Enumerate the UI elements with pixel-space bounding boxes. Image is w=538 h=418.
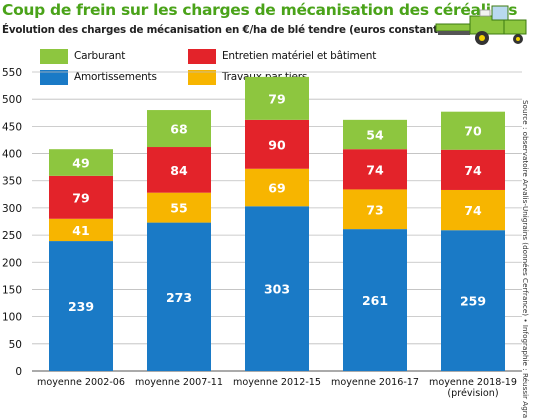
data-label: 303	[264, 282, 290, 297]
legend-swatch-carburant	[40, 48, 68, 64]
bar-segment-travaux	[49, 218, 113, 242]
bar-segment-travaux	[147, 192, 211, 223]
data-label: 84	[170, 163, 188, 178]
legend-swatch-entretien	[188, 48, 216, 64]
legend-label-entretien: Entretien matériel et bâtiment	[222, 50, 377, 62]
y-tick-label: 500	[2, 94, 22, 106]
bar-segment-entretien	[49, 175, 113, 219]
data-label: 74	[464, 203, 482, 218]
source-credit: Source : observatoire Arvalis-Unigrains …	[521, 100, 530, 418]
data-label: 70	[464, 124, 482, 139]
bar-segment-amortissements	[441, 230, 505, 371]
y-tick-label: 450	[2, 121, 22, 133]
data-label: 90	[268, 137, 286, 152]
bar-segment-entretien	[147, 147, 211, 193]
y-tick-label: 250	[2, 230, 22, 242]
data-label: 69	[268, 181, 285, 196]
x-tick-label: moyenne 2018-19	[429, 377, 517, 388]
data-label: 74	[464, 163, 482, 178]
legend-label-amortissements: Amortissements	[74, 71, 157, 83]
x-tick-label: moyenne 2012-15	[233, 377, 321, 388]
bar-segment-carburant	[147, 110, 211, 148]
chart-title: Coup de frein sur les charges de mécanis…	[2, 1, 518, 19]
legend-label-carburant: Carburant	[74, 50, 126, 62]
x-tick-label: moyenne 2002-06	[37, 377, 125, 388]
y-tick-label: 350	[2, 176, 22, 188]
legend-item-entretien: Entretien matériel et bâtiment	[188, 48, 376, 64]
bar-segment-amortissements	[245, 206, 309, 371]
bar-segment-travaux	[245, 168, 309, 207]
y-tick-label: 400	[2, 149, 22, 161]
chart-legend: Carburant Entretien matériel et bâtiment…	[40, 48, 530, 88]
bar-segment-amortissements	[49, 241, 113, 371]
bar-segment-amortissements	[343, 229, 407, 371]
y-tick-label: 150	[2, 284, 22, 296]
y-tick-label: 0	[15, 366, 22, 378]
y-tick-label: 200	[2, 257, 22, 269]
legend-item-carburant: Carburant	[40, 48, 125, 64]
data-label: 49	[72, 156, 89, 171]
legend-item-amortissements: Amortissements	[40, 69, 157, 85]
bar-segment-carburant	[441, 111, 505, 150]
data-label: 74	[366, 162, 384, 177]
bar-segment-carburant	[49, 149, 113, 176]
data-label: 239	[68, 299, 94, 314]
x-tick-label: (prévision)	[447, 387, 498, 399]
legend-swatch-travaux	[188, 69, 216, 85]
data-label: 79	[268, 91, 285, 106]
legend-item-travaux: Travaux par tiers	[188, 69, 307, 85]
chart-subtitle: Évolution des charges de mécanisation en…	[2, 24, 449, 36]
legend-label-travaux: Travaux par tiers	[222, 71, 308, 83]
data-label: 54	[366, 128, 384, 143]
bar-segment-entretien	[343, 149, 407, 190]
y-tick-label: 300	[2, 203, 22, 215]
data-label: 73	[366, 202, 383, 217]
x-tick-label: moyenne 2007-11	[135, 377, 223, 388]
y-tick-label: 50	[9, 339, 22, 351]
bar-segment-travaux	[441, 189, 505, 231]
bar-segment-carburant	[343, 119, 407, 150]
bar-segment-travaux	[343, 189, 407, 230]
combine-harvester-icon	[435, 5, 527, 45]
legend-swatch-amortissements	[40, 69, 68, 85]
bar-segment-amortissements	[147, 222, 211, 371]
data-label: 41	[72, 223, 89, 238]
bar-segment-entretien	[441, 149, 505, 190]
data-label: 259	[460, 294, 486, 309]
data-label: 261	[362, 293, 388, 308]
data-label: 273	[166, 290, 192, 305]
x-tick-label: moyenne 2016-17	[331, 377, 419, 388]
data-label: 68	[170, 122, 187, 137]
data-label: 55	[170, 201, 187, 216]
data-label: 79	[72, 190, 89, 205]
bar-segment-entretien	[245, 119, 309, 169]
y-tick-label: 100	[2, 312, 22, 324]
y-tick-label: 550	[2, 67, 22, 79]
